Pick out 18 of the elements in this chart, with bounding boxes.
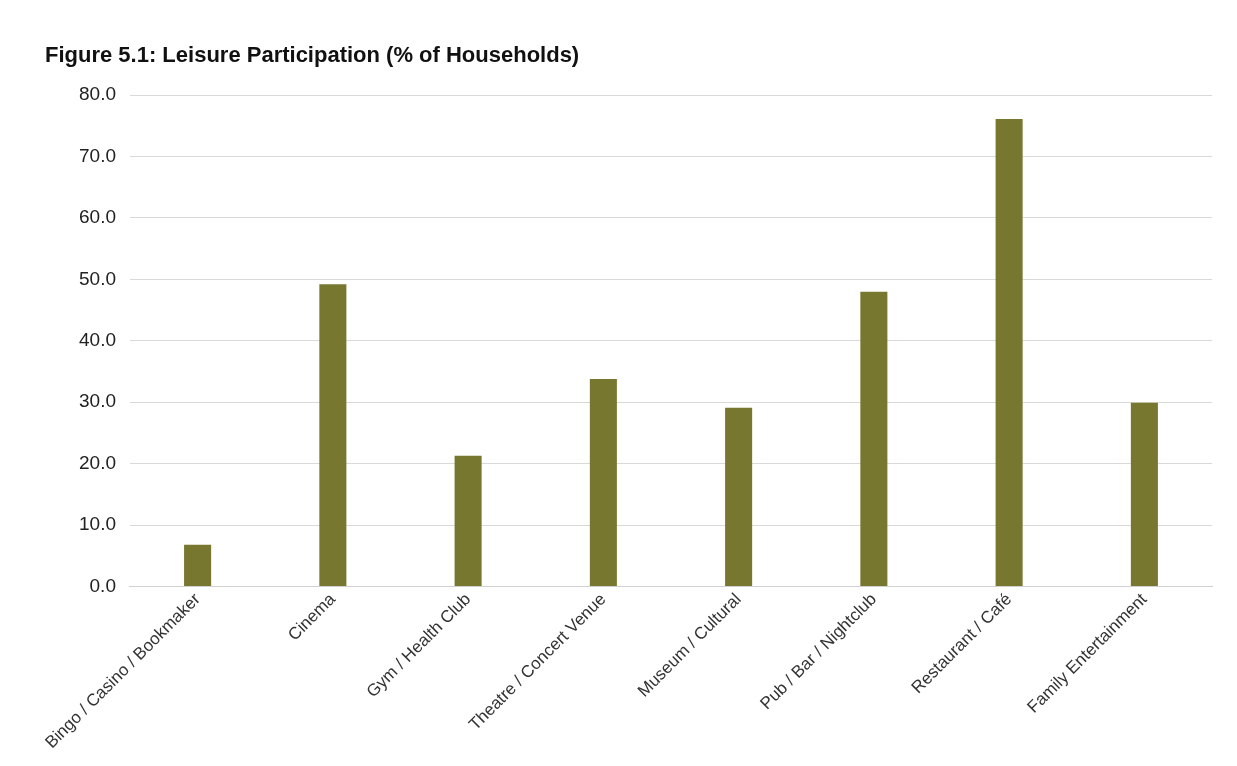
bar xyxy=(995,118,1023,587)
bar xyxy=(725,407,753,587)
bar xyxy=(1130,402,1158,587)
y-tick-label: 60.0 xyxy=(79,206,116,228)
y-tick-label: 30.0 xyxy=(79,390,116,412)
bar xyxy=(184,544,212,587)
y-tick-label: 20.0 xyxy=(79,451,116,473)
y-tick-label: 0.0 xyxy=(89,574,116,596)
bar xyxy=(589,378,617,587)
y-tick-label: 80.0 xyxy=(79,83,116,105)
y-tick-label: 10.0 xyxy=(79,513,116,535)
bar xyxy=(860,291,888,587)
y-tick-label: 40.0 xyxy=(79,329,116,351)
chart-title: Figure 5.1: Leisure Participation (% of Households) xyxy=(45,42,580,68)
bar xyxy=(319,284,347,587)
y-tick-label: 50.0 xyxy=(79,267,116,289)
bar xyxy=(454,455,482,587)
y-tick-label: 70.0 xyxy=(79,144,116,166)
